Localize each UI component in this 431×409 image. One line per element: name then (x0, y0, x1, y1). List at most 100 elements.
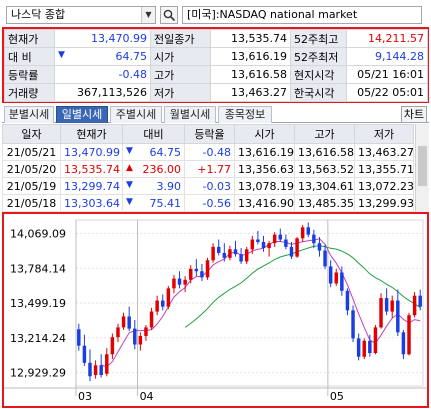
candle-body (407, 315, 411, 355)
cell-date: 21/05/18 (2, 194, 61, 212)
candle-body (82, 345, 87, 363)
quote-value: 367,113,526 (54, 83, 151, 102)
cell-high: 13,563.52 (294, 160, 355, 178)
tab-1[interactable]: 분별시세 (4, 106, 54, 123)
market-name: [미국]:NASDAQ national market (182, 6, 422, 24)
candlestick-chart: 14,069.09 13,784.14 13,499.19 13,214.24 12,9… (4, 219, 427, 403)
candle-body (300, 227, 305, 239)
candle-body (317, 243, 322, 251)
cell-change-value: 64.75 (149, 145, 182, 159)
tab-5[interactable]: 종목정보 (218, 106, 272, 123)
column-header[interactable]: 시가 (234, 124, 295, 144)
column-header[interactable]: 일자 (2, 124, 61, 144)
quote-label: 52주최고 (290, 29, 347, 48)
candle-body (77, 329, 81, 346)
chevron-down-icon[interactable]: ▼ (141, 7, 155, 23)
candle-body (362, 340, 366, 357)
arrow-down-icon: ▼ (126, 196, 133, 207)
cell-low: 13,355.71 (354, 160, 414, 178)
quote-value: 13,616.19 (210, 47, 291, 66)
candle-body (216, 246, 221, 253)
candle-body (384, 298, 389, 312)
candle-body (396, 300, 400, 333)
cell-change-value: 236.00 (142, 162, 182, 176)
candle-body (183, 279, 187, 285)
symbol-input[interactable]: 나스닥 종합 ▼ (6, 6, 156, 24)
candle-body (149, 311, 154, 328)
candle-body (351, 310, 355, 339)
table-row[interactable]: 21/05/18 13,303.64 ▼ 75.41 -0.56 13,416.90 13,… (2, 194, 414, 212)
candle-body (345, 290, 350, 311)
candle-body (340, 272, 344, 291)
search-icon (163, 9, 176, 22)
candle-body (177, 278, 182, 285)
cell-close: 13,303.64 (60, 194, 123, 212)
candle-body (155, 300, 159, 312)
cell-date: 21/05/20 (2, 160, 61, 178)
table-row[interactable]: 21/05/20 13,535.74 ▲ 236.00 +1.77 13,356.63 13… (2, 160, 414, 178)
column-header[interactable]: 등락율 (184, 124, 235, 144)
scrollbar-thumb[interactable] (418, 146, 427, 186)
cell-rate: -0.48 (184, 143, 235, 161)
candle-body (99, 365, 103, 376)
table-row[interactable]: 21/05/19 13,299.74 ▼ 3.90 -0.03 13,078.19 13,3… (2, 177, 414, 195)
candle-body (172, 278, 176, 289)
symbol-bar: 나스닥 종합 ▼ [미국]:NASDAQ national market (2, 3, 429, 27)
candle-body (323, 250, 327, 267)
candle-body (233, 249, 238, 255)
daily-quotes-panel: 일자 현재가 대비 등락율 시가 고가 저가 21/05/21 13,470.99 ▼ 64.75… (2, 124, 429, 212)
candle-body (244, 249, 249, 262)
quote-value: 05/22 05:01 (346, 83, 428, 102)
candle-body (200, 271, 204, 278)
cell-high: 13,304.61 (294, 177, 355, 195)
moving-average-long (184, 245, 421, 328)
column-header[interactable]: 현재가 (60, 124, 123, 144)
cell-change: ▲ 236.00 (122, 160, 185, 178)
candle-body (289, 246, 294, 257)
candle-body (194, 268, 199, 272)
quote-value-text: 13,470.99 (91, 32, 147, 45)
candle-body (93, 365, 98, 376)
quote-value: 13,463.27 (210, 83, 291, 102)
cell-rate: -0.03 (184, 177, 235, 195)
search-button[interactable] (160, 6, 178, 24)
x-tick-label: 05 (330, 390, 344, 403)
quote-table: 현재가 13,470.99 전일종가 13,535.74 52주최고 14,211.57 대… (4, 29, 428, 102)
arrow-up-icon: ▲ (126, 162, 133, 173)
cell-close: 13,299.74 (60, 177, 123, 195)
candle-body (368, 340, 372, 354)
cell-change: ▼ 64.75 (122, 143, 185, 161)
quote-value: 14,211.57 (346, 29, 428, 48)
cell-open: 13,078.19 (234, 177, 295, 195)
tab-3[interactable]: 주별시세 (110, 106, 162, 123)
vertical-scrollbar[interactable] (415, 124, 429, 212)
cell-high: 13,616.58 (294, 143, 355, 161)
column-header[interactable]: 대비 (122, 124, 185, 144)
y-tick-label: 12,929.29 (10, 367, 66, 380)
column-header[interactable]: 저가 (354, 124, 414, 144)
quote-label: 등락률 (4, 65, 55, 84)
arrow-down-icon: ▼ (126, 179, 133, 190)
table-row[interactable]: 21/05/21 13,470.99 ▼ 64.75 -0.48 13,616.19 13,… (2, 143, 414, 161)
quote-value: -0.48 (54, 65, 151, 84)
cell-low: 13,299.93 (354, 194, 414, 212)
cell-low: 13,072.23 (354, 177, 414, 195)
quote-value-text: 367,113,526 (77, 86, 147, 99)
quote-value-text: -0.48 (118, 68, 147, 81)
quote-label: 시가 (150, 47, 211, 66)
candle-body (261, 241, 266, 249)
chart-button[interactable]: 차트 (401, 106, 427, 123)
quote-value: 13,616.58 (210, 65, 291, 84)
candle-body (239, 254, 243, 262)
quote-value: ▼ 64.75 (54, 47, 151, 66)
candle-body (272, 234, 277, 244)
candle-body (256, 239, 260, 242)
candle-body (133, 328, 137, 345)
candle-body (138, 335, 143, 345)
candle-body (312, 234, 316, 244)
column-header[interactable]: 고가 (294, 124, 355, 144)
cell-rate: -0.56 (184, 194, 235, 212)
candle-body (418, 295, 422, 307)
tab-2[interactable]: 일별시세 (56, 106, 108, 123)
tab-4[interactable]: 월별시세 (164, 106, 216, 123)
